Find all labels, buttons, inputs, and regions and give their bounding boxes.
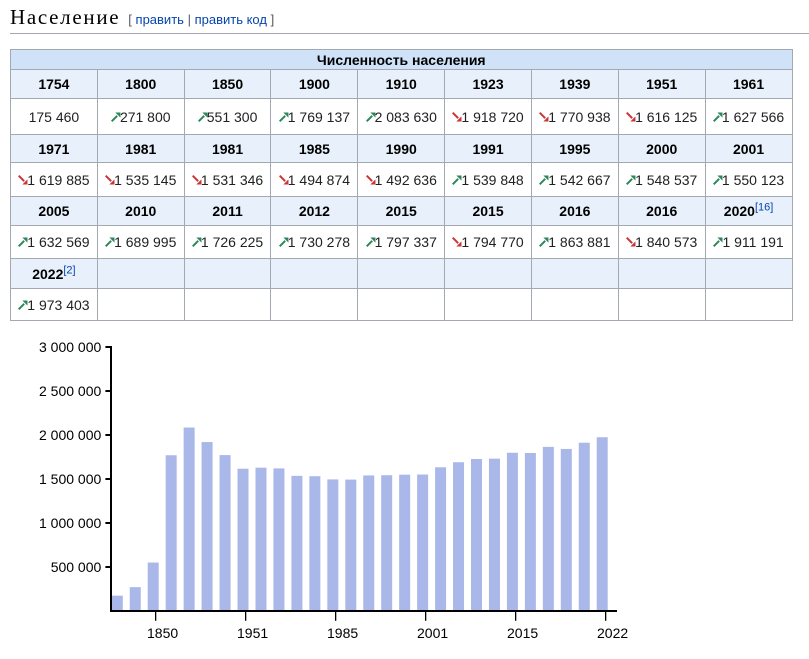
svg-text:1951: 1951 xyxy=(237,625,268,641)
svg-text:1 500 000: 1 500 000 xyxy=(39,471,101,487)
svg-text:2015: 2015 xyxy=(507,625,538,641)
svg-text:2001: 2001 xyxy=(417,625,448,641)
svg-text:3 000 000: 3 000 000 xyxy=(39,339,101,355)
svg-text:2022: 2022 xyxy=(597,625,628,641)
svg-text:500 000: 500 000 xyxy=(51,559,102,575)
svg-text:2 000 000: 2 000 000 xyxy=(39,427,101,443)
svg-text:1985: 1985 xyxy=(327,625,358,641)
svg-text:1850: 1850 xyxy=(147,625,178,641)
svg-text:2 500 000: 2 500 000 xyxy=(39,383,101,399)
svg-text:1 000 000: 1 000 000 xyxy=(39,515,101,531)
